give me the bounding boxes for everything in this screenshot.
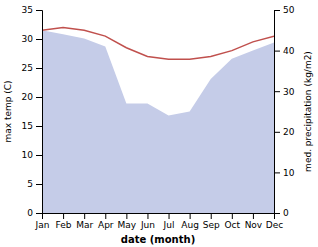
- tick-mark: [36, 184, 42, 185]
- tick-mark: [36, 10, 42, 11]
- tick-label: Jun: [140, 220, 155, 230]
- tick: Nov: [245, 213, 263, 230]
- tick: 10: [274, 168, 295, 178]
- tick-mark: [169, 213, 170, 219]
- tick-label: Nov: [245, 220, 263, 230]
- tick-mark: [84, 213, 85, 219]
- tick-label: Apr: [98, 220, 114, 230]
- tick-mark: [190, 213, 191, 219]
- tick: Oct: [225, 213, 241, 230]
- tick-label: 0: [283, 208, 289, 218]
- tick-mark: [36, 126, 42, 127]
- tick: 0: [274, 208, 289, 218]
- y2-axis-title: med. precipitation (kg/m2): [303, 51, 313, 172]
- temperature-line: [42, 27, 274, 59]
- tick-label: 20: [22, 92, 34, 102]
- tick-label: 10: [22, 150, 34, 160]
- tick: Sep: [203, 213, 220, 230]
- tick-label: Oct: [225, 220, 241, 230]
- tick-label: Jan: [35, 220, 50, 230]
- tick-label: Sep: [203, 220, 220, 230]
- tick-mark: [147, 213, 148, 219]
- axis-line: [36, 11, 43, 214]
- marks: [42, 27, 274, 213]
- tick-mark: [36, 213, 42, 214]
- tick-label: Dec: [266, 220, 283, 230]
- tick: Feb: [56, 213, 72, 230]
- tick-label: 10: [283, 168, 295, 178]
- y2-axis: 0 10 20 30 40 50: [274, 5, 295, 218]
- axis-line: [275, 11, 281, 214]
- x-axis: Jan Feb Mar Apr MayJun Jul Aug Sep Oct NovDec: [35, 213, 284, 230]
- tick: 30: [22, 34, 42, 44]
- tick: 5: [27, 179, 42, 189]
- tick: 0: [27, 208, 42, 218]
- y-axis-title: max temp (C): [3, 80, 13, 142]
- tick: Jun: [140, 213, 155, 230]
- tick-label: Jul: [163, 220, 175, 230]
- tick: 10: [22, 150, 42, 160]
- axis-line: [43, 214, 275, 220]
- tick-mark: [274, 172, 280, 173]
- tick-mark: [126, 213, 127, 219]
- tick-mark: [232, 213, 233, 219]
- tick-label: Feb: [56, 220, 72, 230]
- tick-mark: [211, 213, 212, 219]
- tick-label: 0: [27, 208, 33, 218]
- tick-mark: [105, 213, 106, 219]
- tick-label: 30: [22, 34, 34, 44]
- tick: Jul: [163, 213, 175, 230]
- x-axis-title: date (month): [121, 234, 195, 245]
- tick-mark: [36, 97, 42, 98]
- tick-label: 15: [22, 121, 33, 131]
- tick: 20: [22, 92, 42, 102]
- tick: 35: [22, 5, 42, 15]
- tick: 20: [274, 127, 295, 137]
- tick-label: Mar: [76, 220, 93, 230]
- tick: Mar: [76, 213, 93, 230]
- tick: Jan: [35, 213, 50, 230]
- tick: 15: [22, 121, 42, 131]
- chart: JanFebMarAprMayJunJulAugSepOctNovDec0510…: [0, 0, 318, 247]
- tick-label: 50: [283, 5, 295, 15]
- y-axis: 0 5 10 15 20 25 30 35: [22, 5, 43, 218]
- chart-container: JanFebMarAprMayJunJulAugSepOctNovDec0510…: [0, 0, 318, 247]
- plot-area: JanFebMarAprMayJunJulAugSepOctNovDec0510…: [22, 5, 295, 230]
- tick-mark: [36, 39, 42, 40]
- tick-mark: [274, 213, 280, 214]
- tick-label: 5: [27, 179, 33, 189]
- tick-label: 20: [283, 127, 295, 137]
- tick-mark: [36, 68, 42, 69]
- tick-mark: [253, 213, 254, 219]
- tick: 25: [22, 63, 42, 73]
- tick-mark: [63, 213, 64, 219]
- tick-mark: [274, 132, 280, 133]
- tick-label: 40: [283, 46, 295, 56]
- tick: Aug: [181, 213, 199, 230]
- tick-mark: [274, 51, 280, 52]
- tick-mark: [274, 10, 280, 11]
- tick-label: 30: [283, 87, 295, 97]
- tick-label: Aug: [181, 220, 199, 230]
- tick-mark: [36, 155, 42, 156]
- tick: 50: [274, 5, 295, 15]
- tick: 30: [274, 87, 295, 97]
- tick: 40: [274, 46, 295, 56]
- tick-label: 25: [22, 63, 33, 73]
- tick-mark: [274, 91, 280, 92]
- tick: Apr: [98, 213, 114, 230]
- tick: Dec: [266, 213, 283, 230]
- tick: May: [118, 213, 137, 230]
- tick-label: 35: [22, 5, 33, 15]
- tick-label: May: [118, 220, 137, 230]
